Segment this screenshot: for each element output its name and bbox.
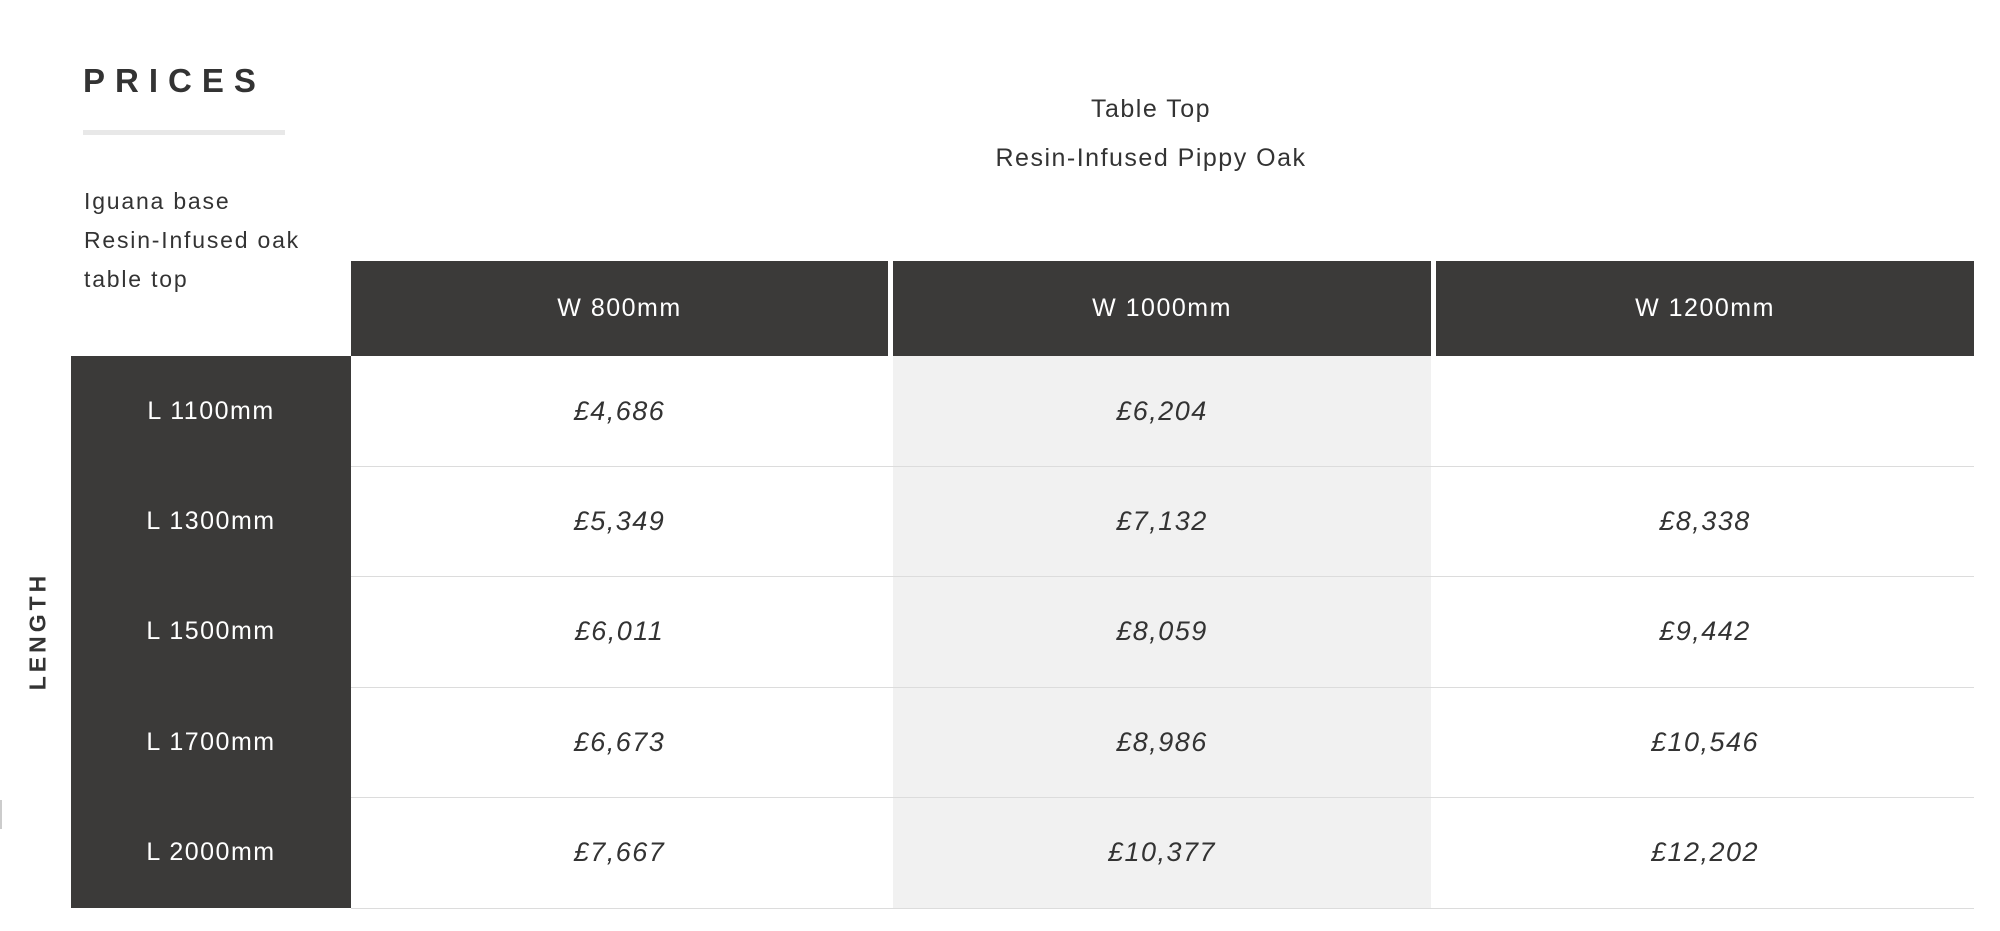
description-line: table top (84, 266, 189, 292)
column-header-w1000: W 1000mm (893, 261, 1431, 356)
price-cell: £8,338 (1659, 505, 1751, 536)
price-cell: £5,349 (573, 505, 666, 536)
price-cell: £6,204 (1116, 395, 1208, 426)
row-header: L 1300mm (146, 506, 276, 535)
description-line: Iguana base (84, 188, 231, 214)
price-cell: £6,673 (573, 726, 666, 757)
row-header: L 2000mm (146, 838, 276, 867)
row-header: L 1500mm (146, 617, 276, 646)
row-header: L 1700mm (146, 727, 276, 756)
price-cell: £10,377 (1107, 837, 1217, 868)
row-divider (351, 576, 1974, 578)
price-cell: £10,546 (1650, 726, 1760, 757)
price-cell: £6,011 (574, 616, 665, 647)
price-cell: £12,202 (1650, 837, 1760, 868)
price-cell: £7,132 (1116, 505, 1208, 536)
column-header-w800: W 800mm (351, 261, 888, 356)
row-divider (351, 686, 1974, 688)
price-cell: £8,059 (1116, 616, 1208, 647)
row-divider (351, 797, 1974, 799)
length-axis-label: LENGTH (24, 571, 51, 691)
description-line: Resin-Infused oak (84, 227, 300, 253)
row-header-column (71, 356, 351, 908)
alt-column-background (893, 356, 1431, 908)
price-cell: £8,986 (1116, 726, 1208, 757)
page-title: PRICES (83, 62, 266, 99)
table-top-label: Table Top (1090, 95, 1212, 123)
title-underline (83, 130, 285, 135)
column-header-w1200: W 1200mm (1436, 261, 1974, 356)
price-cell: £7,667 (573, 837, 666, 868)
table-top-material: Resin-Infused Pippy Oak (995, 144, 1307, 172)
product-description: Iguana base Resin-Infused oak table top (84, 182, 300, 299)
row-divider (351, 466, 1974, 467)
price-cell (1436, 356, 1974, 466)
row-divider (351, 907, 1974, 909)
price-cell: £4,686 (573, 395, 666, 426)
row-header: L 1100mm (147, 396, 275, 425)
edge-mark (0, 800, 2, 829)
price-cell: £9,442 (1659, 616, 1751, 647)
